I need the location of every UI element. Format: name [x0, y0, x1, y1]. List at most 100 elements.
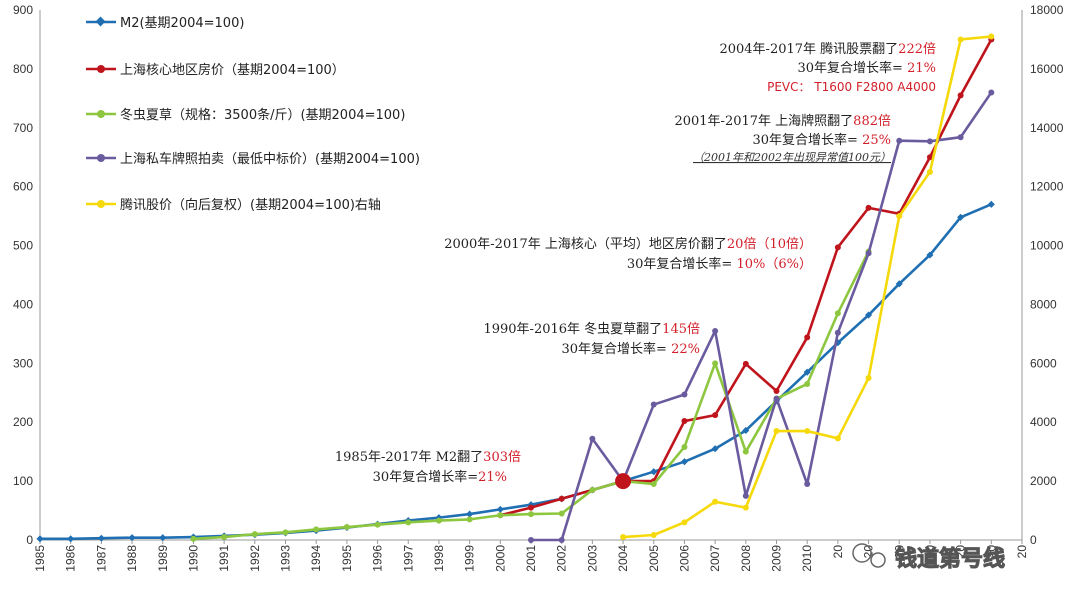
annotation-house: 2000年-2017年 上海核心（平均）地区房价翻了20倍（10倍） 30年复合… — [444, 236, 812, 272]
data-point — [650, 531, 657, 538]
x-tick-label: 20 — [862, 545, 876, 559]
watermark-text: 钱道第号线 — [895, 546, 1005, 572]
right-tick-label: 8000 — [1030, 297, 1057, 311]
right-tick-label: 2000 — [1030, 474, 1057, 488]
left-tick-label: 400 — [13, 297, 33, 311]
legend: M2(基期2004=100) 上海核心地区房价（基期2004=100） 冬虫夏草… — [86, 16, 420, 213]
x-tick-label: 20 — [954, 545, 968, 559]
data-point — [466, 516, 473, 523]
data-point — [896, 137, 903, 144]
legend-label: 上海私车牌照拍卖（最低中标价）(基期2004=100) — [120, 151, 420, 167]
x-tick-label: 1989 — [156, 545, 170, 572]
data-point — [926, 154, 933, 161]
data-point — [773, 388, 780, 395]
data-point — [528, 537, 534, 543]
data-point — [773, 428, 780, 435]
wechat-icon-small — [870, 552, 886, 568]
wechat-icon — [852, 543, 872, 563]
data-point — [865, 204, 872, 211]
data-point — [712, 327, 719, 334]
left-tick-label: 500 — [13, 239, 33, 253]
x-tick-label: 2001 — [524, 545, 538, 572]
series-line — [40, 203, 992, 541]
x-tick-label: 1991 — [217, 545, 231, 572]
annotation-m2: 1985年-2017年 M2翻了303倍 30年复合增长率=21% — [335, 450, 521, 485]
x-tick-label: 1997 — [401, 545, 415, 572]
data-point — [405, 519, 412, 526]
data-point — [589, 486, 596, 493]
annotation-plate: 2001年-2017年 上海牌照翻了882倍 30年复合增长率= 25% （20… — [674, 113, 891, 164]
annotation-line: 1990年-2016年 冬虫夏草翻了145倍 — [483, 321, 700, 337]
left-tick-labels: 0 100 200 300 400 500 600 700 800 900 — [13, 3, 33, 547]
x-tick-label: 1988 — [125, 545, 139, 572]
x-tick-label: 2005 — [647, 545, 661, 572]
right-tick-label: 16000 — [1030, 62, 1064, 76]
x-tick-label: 2000 — [493, 545, 507, 572]
left-tick-label: 300 — [13, 356, 33, 370]
x-tick-label: 1999 — [463, 545, 477, 572]
data-point — [926, 168, 933, 175]
right-tick-label: 6000 — [1030, 356, 1057, 370]
legend-label: 冬虫夏草（规格：3500条/斤）(基期2004=100) — [120, 107, 405, 123]
x-tick-label: 20 — [923, 545, 937, 559]
data-point — [190, 535, 197, 542]
annotation-line: 2001年-2017年 上海牌照翻了882倍 — [674, 113, 891, 129]
legend-item-plate: 上海私车牌照拍卖（最低中标价）(基期2004=100) — [86, 151, 420, 167]
left-tick-label: 200 — [13, 415, 33, 429]
data-point — [926, 251, 934, 259]
left-tick-label: 100 — [13, 474, 33, 488]
x-tick-label: 1993 — [279, 545, 293, 572]
x-tick-label: 1985 — [33, 545, 47, 572]
data-point — [435, 517, 442, 524]
data-point — [36, 535, 44, 543]
watermark: 钱道第号线 — [852, 543, 1006, 573]
annotation-line: 30年复合增长率= 21% — [798, 60, 936, 76]
x-tick-label: 20 — [892, 545, 906, 559]
legend-label: 上海核心地区房价（基期2004=100） — [120, 62, 345, 78]
data-point — [865, 311, 873, 319]
x-tick-label: 2006 — [677, 545, 691, 572]
data-point — [681, 443, 688, 450]
x-tick-label: 1986 — [64, 545, 78, 572]
data-point — [865, 375, 872, 382]
data-point — [251, 531, 258, 538]
x-tick-label: 20 — [984, 545, 998, 559]
x-tick-label: 2003 — [585, 545, 599, 572]
data-point — [343, 524, 350, 531]
left-tick-label: 600 — [13, 180, 33, 194]
x-tick-labels: 1985 1986 1987 1988 1989 1990 1991 1992 1993 1994… — [33, 540, 1029, 572]
x-tick-label: 20 — [831, 545, 845, 559]
data-point — [528, 504, 534, 511]
series-1 — [497, 36, 995, 519]
series-2 — [190, 248, 872, 542]
x-tick-label: 1987 — [94, 545, 108, 572]
data-point — [558, 537, 565, 543]
right-tick-label: 4000 — [1030, 415, 1057, 429]
annotation-line: 2004年-2017年 腾讯股票翻了222倍 — [719, 41, 936, 57]
data-point — [988, 33, 995, 40]
right-tick-label: 14000 — [1030, 121, 1064, 135]
data-point — [957, 213, 965, 221]
base-year-marker — [615, 473, 632, 490]
x-tick-label: 2010 — [800, 545, 814, 572]
data-point — [466, 510, 474, 518]
data-point — [804, 380, 811, 387]
data-point — [742, 360, 749, 367]
data-point — [681, 519, 688, 526]
annotation-line: 2000年-2017年 上海核心（平均）地区房价翻了20倍（10倍） — [444, 236, 812, 252]
data-point — [957, 134, 964, 141]
data-point — [374, 521, 381, 528]
data-point — [650, 401, 657, 408]
data-point — [742, 426, 750, 435]
data-point — [834, 310, 841, 317]
x-tick-label: 2004 — [616, 545, 630, 572]
annotation-line: （2001年和2002年出现异常值100元） — [693, 151, 891, 164]
data-point — [742, 448, 749, 455]
data-point — [834, 329, 841, 336]
annotation-line: PEVC： T1600 F2800 A4000 — [767, 80, 936, 94]
legend-item-tencent: 腾讯股价（向后复权）(基期2004=100)右轴 — [86, 197, 381, 213]
data-point — [988, 89, 995, 96]
right-tick-label: 0 — [1030, 533, 1037, 547]
data-point — [712, 498, 719, 505]
left-tick-label: 800 — [13, 62, 33, 76]
